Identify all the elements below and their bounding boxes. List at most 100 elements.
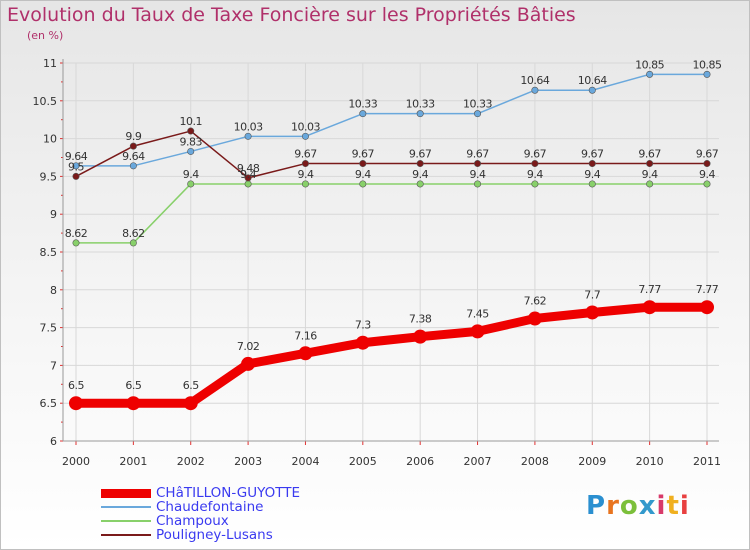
data-label: 7.16 [294, 329, 317, 342]
data-label: 9.67 [294, 148, 317, 161]
x-tick-label: 2000 [62, 455, 90, 468]
data-point [72, 239, 80, 247]
x-tick-label: 2010 [636, 455, 664, 468]
data-point [646, 70, 654, 78]
data-point [187, 127, 195, 135]
data-point [129, 142, 137, 150]
logo-letter: i [679, 491, 690, 521]
data-point [72, 162, 80, 170]
data-label: 9.4 [584, 168, 600, 181]
data-point [470, 324, 485, 339]
data-label: 9.4 [470, 168, 486, 181]
legend-label: Chaudefontaine [156, 499, 264, 515]
data-point [703, 160, 711, 168]
data-label: 8.62 [65, 227, 88, 240]
x-tick-label: 2006 [406, 455, 434, 468]
x-tick-label: 2002 [177, 455, 205, 468]
data-point [244, 180, 252, 188]
data-point [474, 160, 482, 168]
data-point [298, 346, 313, 361]
data-label-layer: 6.5 6.5 6.5 7.02 7.16 7.3 7.38 7.45 7.62 7.7 7.77 7… [65, 58, 723, 392]
data-point [244, 132, 252, 140]
data-label: 10.33 [406, 98, 435, 111]
data-label: 10.64 [578, 74, 607, 87]
x-tick-label: 2009 [578, 455, 606, 468]
logo-letter: o [619, 491, 639, 521]
data-label: 6.5 [125, 379, 141, 392]
data-point [69, 396, 83, 411]
y-tick-label: 7 [50, 359, 57, 372]
data-label: 7.77 [696, 283, 719, 296]
data-point [585, 305, 600, 320]
data-point [129, 162, 137, 170]
data-label: 9.67 [696, 148, 719, 161]
data-point [531, 86, 539, 94]
chart-title: Evolution du Taux de Taxe Foncière sur l… [7, 4, 576, 26]
x-tick-label: 2003 [234, 455, 262, 468]
logo-letter: x [638, 491, 657, 521]
data-point [126, 396, 141, 411]
data-point [359, 180, 367, 188]
data-label: 7.7 [584, 288, 600, 301]
data-point [72, 172, 80, 180]
data-point [129, 239, 137, 247]
y-tick-label: 7.5 [40, 322, 58, 335]
data-point [416, 180, 424, 188]
data-label: 7.45 [466, 307, 489, 320]
data-point [642, 300, 657, 315]
data-label: 9.64 [122, 150, 145, 163]
y-tick-label: 10.5 [33, 95, 58, 108]
data-point [646, 160, 654, 168]
data-point [527, 311, 542, 326]
y-tick-label: 6.5 [40, 397, 58, 410]
y-tick-label: 11 [43, 57, 57, 70]
data-point [588, 180, 596, 188]
data-label: 9.4 [183, 168, 199, 181]
series-line-0 [71, 302, 712, 408]
legend-label: Pouligney-Lusans [156, 527, 273, 543]
data-point [703, 70, 711, 78]
data-point [244, 174, 252, 182]
data-point [355, 335, 370, 350]
data-label: 6.5 [183, 379, 199, 392]
data-label: 9.67 [409, 148, 432, 161]
series-line-2 [75, 183, 708, 244]
data-point [359, 110, 367, 118]
data-label: 9.4 [355, 168, 371, 181]
data-label: 10.1 [179, 115, 202, 128]
axis-layer: 6 6.5 7 7.5 8 8.5 9 9.5 10 10.5 11 2000 2001 2002 2003… [33, 57, 722, 468]
data-point [183, 396, 198, 411]
data-label: 9.4 [527, 168, 543, 181]
data-label: 9.4 [699, 168, 715, 181]
data-point [187, 180, 195, 188]
logo-letter: r [606, 491, 620, 521]
legend-swatch [101, 534, 151, 536]
data-label: 9.67 [524, 148, 547, 161]
data-label: 9.48 [237, 162, 260, 175]
data-label: 10.85 [693, 58, 722, 71]
y-tick-label: 9.5 [40, 170, 58, 183]
x-tick-label: 2005 [349, 455, 377, 468]
data-point [416, 160, 424, 168]
data-point [531, 180, 539, 188]
data-label: 9.67 [466, 148, 489, 161]
x-tick-label: 2004 [291, 455, 319, 468]
data-label: 10.85 [635, 58, 664, 71]
legend-swatch [101, 489, 151, 498]
y-tick-label: 8 [50, 284, 57, 297]
data-label: 9.4 [297, 168, 313, 181]
legend-swatch [101, 506, 151, 508]
y-axis-unit-label: (en %) [27, 29, 64, 42]
data-point [416, 110, 424, 118]
series-line-1 [75, 73, 708, 167]
x-tick-label: 2007 [464, 455, 492, 468]
data-point [474, 180, 482, 188]
data-point [531, 160, 539, 168]
data-label: 6.5 [68, 379, 84, 392]
data-point [700, 300, 714, 315]
series-line-3 [75, 130, 708, 179]
data-point [646, 180, 654, 188]
data-label: 10.64 [520, 74, 549, 87]
data-label: 9.64 [65, 150, 88, 163]
